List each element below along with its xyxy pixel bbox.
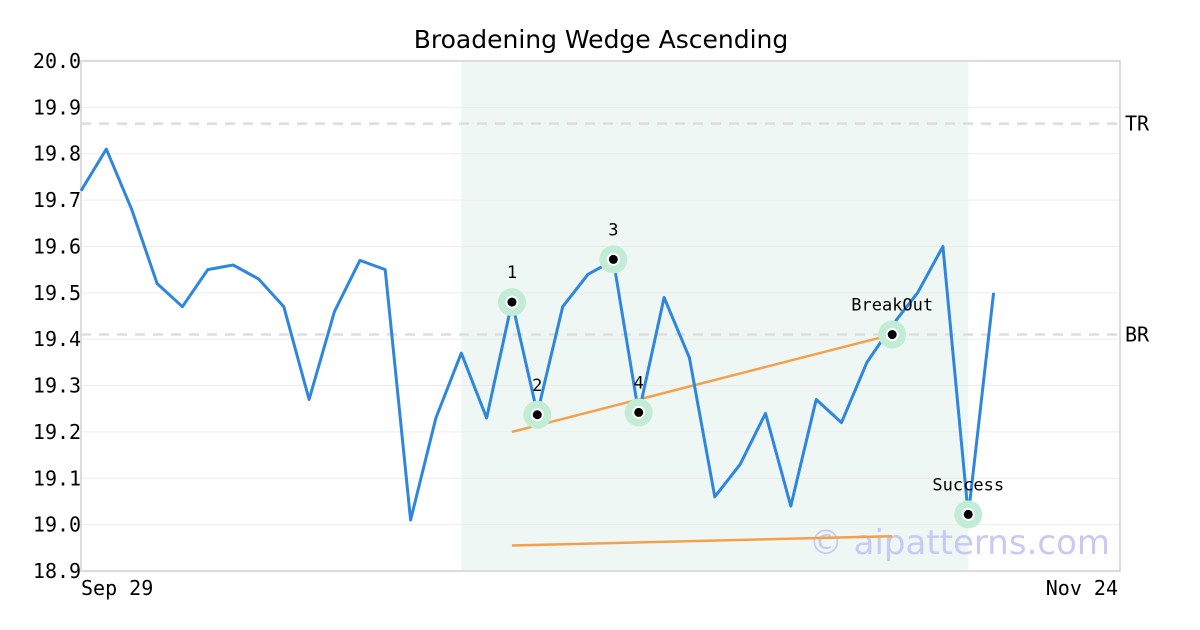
- x-tick-label: Sep 29: [81, 576, 153, 600]
- y-axis-ticks: 20.0 19.9 19.8 19.7 19.6 19.5 19.4 19.3 19.2 19.1…: [33, 49, 81, 583]
- y-tick-label: 19.9: [33, 95, 81, 119]
- chart-title: Broadening Wedge Ascending: [414, 25, 789, 54]
- marker-point: [961, 507, 975, 521]
- trend-lines: [511, 333, 893, 547]
- y-tick-label: 19.2: [33, 420, 81, 444]
- trend-line: [511, 534, 893, 547]
- marker-point: [505, 295, 519, 309]
- marker-point: [885, 328, 899, 342]
- x-axis-ticks: Sep 29 Nov 24: [81, 576, 1118, 600]
- marker-label: 4: [634, 373, 644, 393]
- reference-line-label: BR: [1125, 323, 1150, 347]
- grid-lines: [81, 60, 1120, 572]
- y-tick-label: 19.0: [33, 513, 81, 537]
- marker-label: 3: [608, 220, 618, 240]
- marker-label: BreakOut: [851, 296, 933, 316]
- y-tick-label: 19.7: [33, 188, 81, 212]
- y-tick-label: 19.6: [33, 234, 81, 258]
- reference-line-label: TR: [1125, 112, 1150, 136]
- reference-lines: TR BR: [81, 112, 1150, 347]
- y-tick-label: 19.3: [33, 374, 81, 398]
- watermark: © aipatterns.com: [809, 523, 1110, 563]
- trend-line: [511, 333, 893, 434]
- y-tick-label: 19.4: [33, 327, 81, 351]
- marker-label: 2: [532, 376, 542, 396]
- marker-label: 1: [507, 263, 517, 283]
- pattern-highlight-region: [461, 61, 969, 571]
- y-tick-label: 19.8: [33, 142, 81, 166]
- marker-point: [606, 252, 620, 266]
- marker-point: [530, 408, 544, 422]
- y-tick-label: 20.0: [33, 49, 81, 73]
- marker-label: Success: [932, 475, 1004, 495]
- pattern-markers: 1 2 3 4 BreakOut Success: [497, 220, 1004, 529]
- marker-point: [632, 405, 646, 419]
- y-tick-label: 18.9: [33, 559, 81, 583]
- plot-frame: [80, 60, 1121, 572]
- x-tick-label: Nov 24: [1046, 576, 1118, 600]
- y-tick-label: 19.1: [33, 466, 81, 490]
- y-tick-label: 19.5: [33, 281, 81, 305]
